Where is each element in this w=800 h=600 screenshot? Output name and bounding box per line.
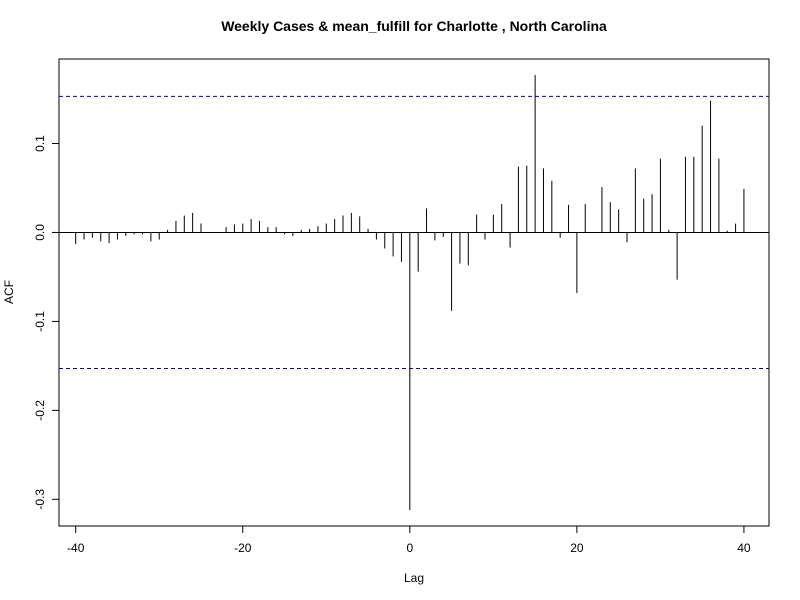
chart-title: Weekly Cases & mean_fulfill for Charlott… <box>221 18 607 34</box>
y-axis: -0.3 -0.2 -0.1 0.0 0.1 <box>33 135 60 510</box>
x-axis-label: Lag <box>404 571 424 585</box>
acf-bars <box>75 75 745 510</box>
y-axis-label: ACF <box>2 280 16 304</box>
y-tick-label: -0.2 <box>33 400 47 421</box>
y-tick-label: 0.0 <box>33 224 47 241</box>
x-tick-label: 40 <box>737 541 751 555</box>
y-tick-label: -0.1 <box>33 311 47 332</box>
x-tick-label: -20 <box>234 541 252 555</box>
y-tick-label: 0.1 <box>33 135 47 152</box>
x-axis: -40 -20 0 20 40 <box>67 525 751 555</box>
plot-frame <box>58 58 770 527</box>
y-tick-label: -0.3 <box>33 489 47 510</box>
x-tick-label: 20 <box>570 541 584 555</box>
x-tick-label: 0 <box>406 541 413 555</box>
x-tick-label: -40 <box>67 541 85 555</box>
